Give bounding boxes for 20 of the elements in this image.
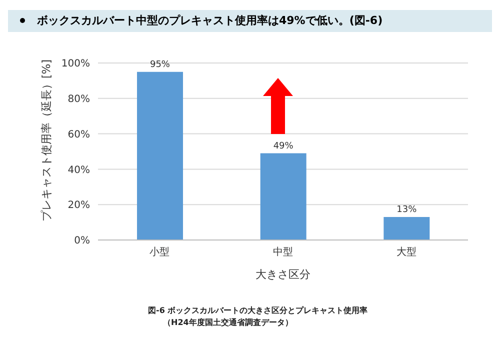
x-axis-title: 大きさ区分: [256, 268, 310, 281]
x-tick-label: 中型: [273, 246, 293, 258]
y-tick-label: 100%: [61, 58, 90, 70]
x-tick-label: 小型: [150, 246, 170, 258]
text: 図-6 ボックスカルバートの大きさ区分とプレキャスト使用率: [148, 305, 368, 316]
y-tick-label: 20%: [68, 200, 90, 212]
y-axis-title: プレキャスト使用率（延長）[%]: [40, 59, 53, 222]
y-tick-label: 60%: [68, 129, 90, 140]
data-label: 95%: [150, 60, 170, 70]
y-tick-label: 80%: [68, 94, 90, 105]
bar: [137, 72, 183, 240]
y-tick-label: 40%: [68, 164, 90, 176]
x-tick-label: 大型: [396, 246, 416, 258]
bar: [260, 153, 306, 240]
chart-title: ボックスカルバート中型のプレキャスト使用率は49%で低い。(図-6): [8, 10, 492, 32]
bar: [384, 216, 430, 240]
y-tick-label: 0%: [74, 236, 90, 247]
data-label: 13%: [396, 204, 418, 215]
data-label: 49%: [273, 141, 294, 152]
text: （H24年度国土交通省調査データ）: [163, 317, 293, 328]
